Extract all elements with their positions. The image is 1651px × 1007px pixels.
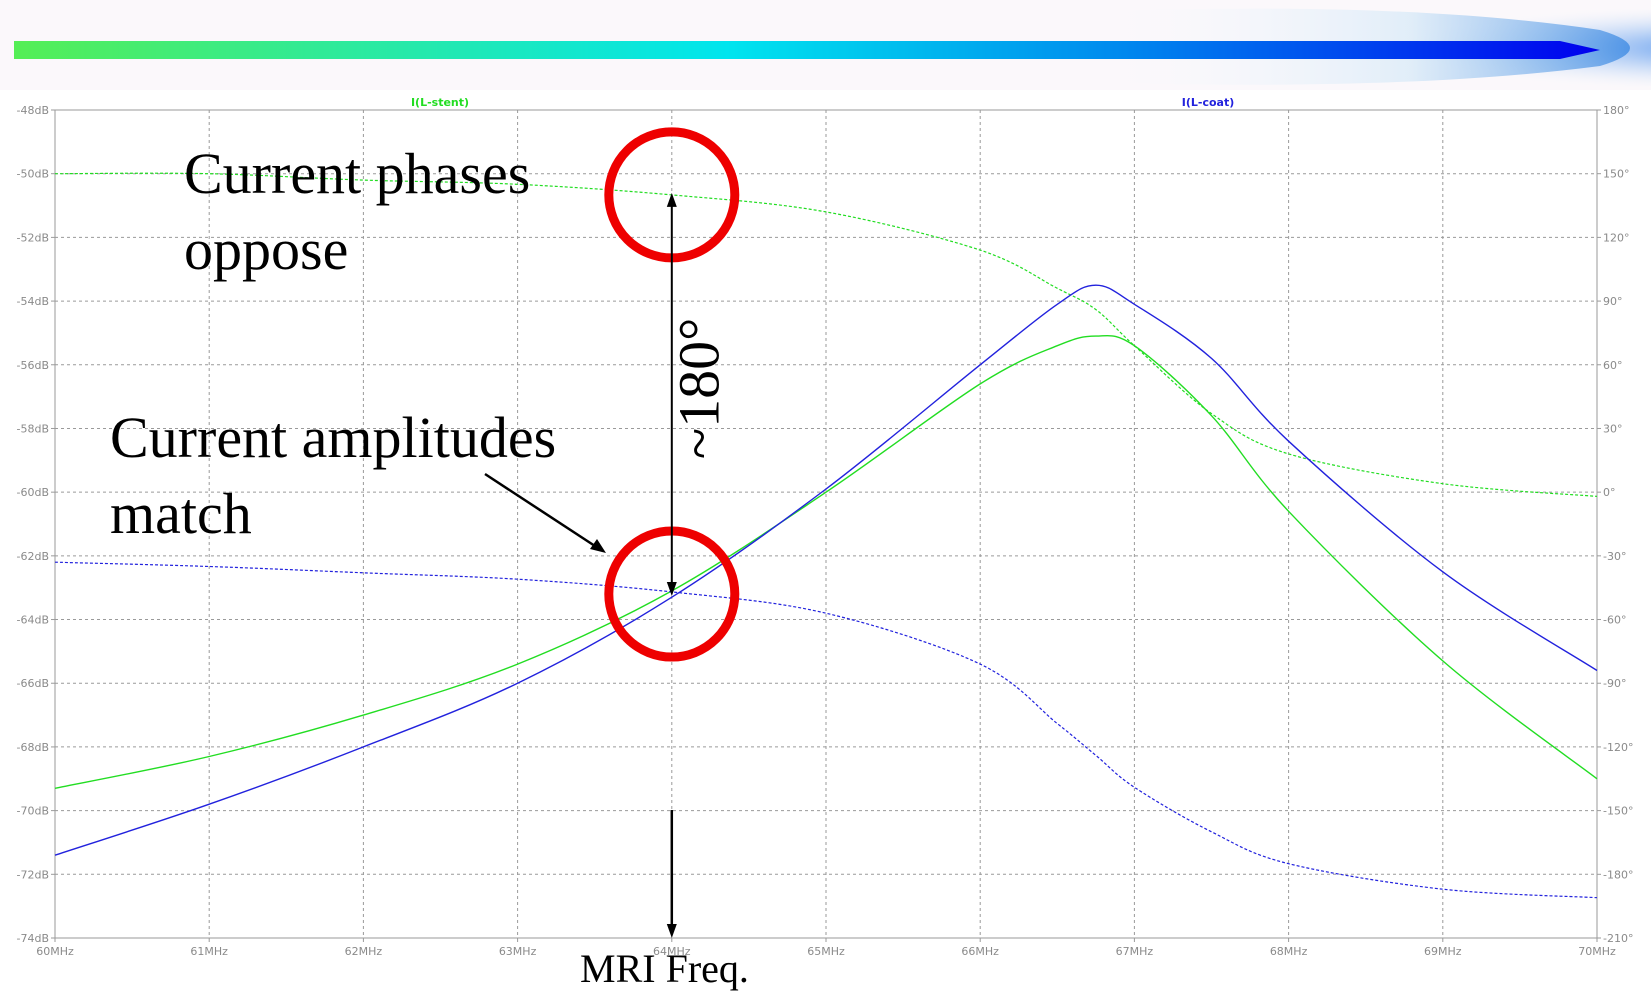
angle-label: ~180° (666, 317, 732, 460)
right-tick-label: -120° (1603, 741, 1633, 754)
right-tick-label: 120° (1603, 231, 1630, 244)
left-tick-label: -54dB (17, 295, 50, 308)
x-tick-label: 66MHz (961, 945, 999, 958)
angle-arrow-head-bottom (666, 582, 677, 597)
x-tick-label: 67MHz (1116, 945, 1154, 958)
right-tick-label: -210° (1603, 932, 1633, 945)
right-tick-label: -150° (1603, 805, 1633, 818)
stent-phase-line (54, 172, 1598, 497)
amplitude-annotation: Current amplitudes match (110, 400, 556, 552)
x-tick-label: 64MHz (653, 945, 691, 958)
right-tick-label: -60° (1603, 614, 1626, 627)
banner-arrow (14, 41, 1600, 59)
x-tick-label: 65MHz (807, 945, 845, 958)
left-tick-label: -64dB (17, 614, 50, 627)
x-tick-label: 68MHz (1270, 945, 1308, 958)
left-tick-label: -74dB (17, 932, 50, 945)
mri-freq-label: MRI Freq. (580, 946, 749, 991)
left-tick-label: -68dB (17, 741, 50, 754)
right-tick-label: -30° (1603, 550, 1626, 563)
left-tick-label: -66dB (17, 677, 50, 690)
phase-annotation-line1: Current phases (184, 141, 531, 206)
x-tick-label: 60MHz (36, 945, 74, 958)
phase-annotation-line2: oppose (184, 217, 349, 282)
angle-arrow-head-top (666, 192, 677, 207)
phase-annotation: Current phases oppose (184, 136, 530, 288)
stent-series-label: I(L-stent) (411, 96, 469, 109)
x-tick-label: 62MHz (345, 945, 383, 958)
series-labels: I(L-stent) I(L-coat) (411, 96, 1234, 109)
coat-phase-line (54, 561, 1598, 899)
amplitude-pointer-shaft (484, 472, 599, 550)
right-tick-label: -180° (1603, 868, 1633, 881)
mri-arrow-head (666, 924, 677, 938)
stent-magnitude-line (54, 334, 1598, 789)
right-tick-label: 0° (1603, 486, 1616, 499)
right-tick-label: -90° (1603, 677, 1626, 690)
right-tick-label: 30° (1603, 422, 1623, 435)
coat-magnitude-line (54, 284, 1598, 856)
left-tick-label: -62dB (17, 550, 50, 563)
right-tick-label: 90° (1603, 295, 1623, 308)
left-tick-label: -72dB (17, 868, 50, 881)
annotation-marks (484, 127, 740, 938)
x-tick-label: 69MHz (1424, 945, 1462, 958)
header-banner (0, 0, 1651, 92)
amplitude-pointer-head (590, 539, 606, 553)
left-tick-label: -60dB (17, 486, 50, 499)
x-tick-label: 70MHz (1578, 945, 1616, 958)
left-tick-label: -56dB (17, 359, 50, 372)
left-tick-label: -48dB (17, 104, 50, 117)
axis-ticks: -48dB -50dB -52dB -54dB -56dB -58dB -60dB -62dB… (17, 104, 1634, 958)
left-tick-label: -50dB (17, 168, 50, 181)
series-lines (54, 172, 1598, 899)
left-tick-label: -52dB (17, 231, 50, 244)
amplitude-annotation-line1: Current amplitudes (110, 405, 557, 470)
left-tick-label: -58dB (17, 422, 50, 435)
coat-series-label: I(L-coat) (1182, 96, 1234, 109)
right-tick-label: 150° (1603, 168, 1630, 181)
amplitude-annotation-line2: match (110, 481, 252, 546)
left-tick-label: -70dB (17, 805, 50, 818)
right-tick-label: 180° (1603, 104, 1630, 117)
x-tick-label: 63MHz (499, 945, 537, 958)
right-tick-label: 60° (1603, 359, 1623, 372)
x-tick-label: 61MHz (190, 945, 228, 958)
